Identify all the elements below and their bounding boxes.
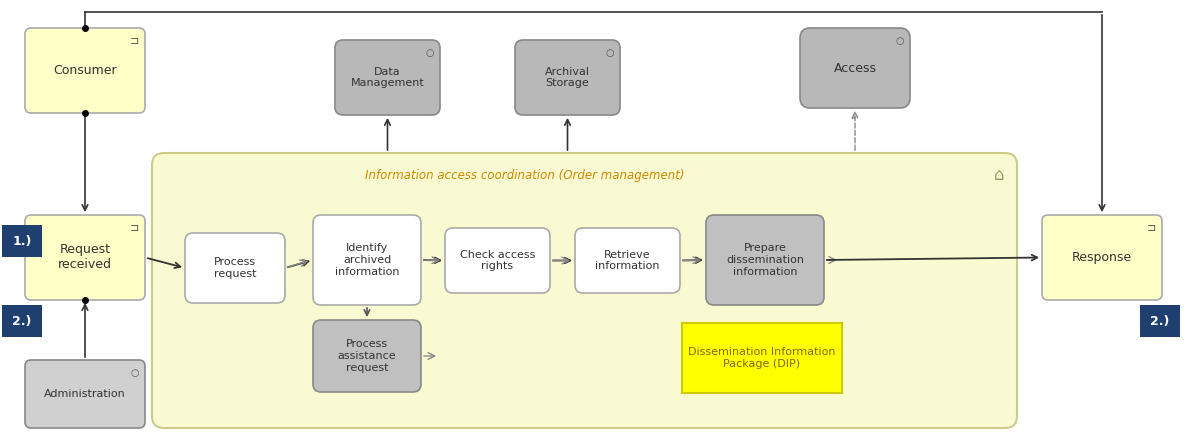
- Text: Archival
Storage: Archival Storage: [545, 67, 590, 88]
- Text: ⌂: ⌂: [994, 166, 1004, 184]
- FancyBboxPatch shape: [800, 28, 910, 108]
- Bar: [683, 323, 842, 393]
- Text: Data
Management: Data Management: [350, 67, 425, 88]
- Bar: [1140, 305, 1180, 337]
- FancyBboxPatch shape: [25, 215, 145, 300]
- Text: ⊐: ⊐: [129, 223, 139, 233]
- Text: Information access coordination (Order management): Information access coordination (Order m…: [364, 168, 684, 182]
- FancyBboxPatch shape: [25, 360, 145, 428]
- Text: ⊐: ⊐: [129, 36, 139, 46]
- Text: Process
request: Process request: [214, 257, 256, 279]
- Text: ⊐: ⊐: [1147, 223, 1156, 233]
- Text: ○: ○: [131, 368, 139, 378]
- FancyBboxPatch shape: [185, 233, 285, 303]
- Text: Response: Response: [1072, 251, 1132, 264]
- Text: Dissemination Information
Package (DIP): Dissemination Information Package (DIP): [688, 347, 836, 369]
- FancyBboxPatch shape: [445, 228, 550, 293]
- FancyBboxPatch shape: [152, 153, 1017, 428]
- Text: ○: ○: [895, 36, 904, 46]
- Text: 2.): 2.): [12, 314, 32, 328]
- Bar: [2, 305, 42, 337]
- Text: Identify
archived
information: Identify archived information: [335, 243, 399, 277]
- Text: Administration: Administration: [44, 389, 126, 399]
- FancyBboxPatch shape: [575, 228, 680, 293]
- Text: Prepare
dissemination
information: Prepare dissemination information: [726, 243, 804, 277]
- Text: Consumer: Consumer: [53, 64, 116, 77]
- FancyBboxPatch shape: [335, 40, 440, 115]
- Text: Access: Access: [833, 61, 876, 75]
- Text: Check access
rights: Check access rights: [459, 250, 535, 271]
- FancyBboxPatch shape: [1042, 215, 1162, 300]
- Text: Retrieve
information: Retrieve information: [595, 250, 660, 271]
- Bar: [2, 225, 42, 257]
- FancyBboxPatch shape: [25, 28, 145, 113]
- Text: 2.): 2.): [1150, 314, 1169, 328]
- Text: ○: ○: [425, 48, 434, 58]
- Text: Request
received: Request received: [58, 243, 112, 272]
- FancyBboxPatch shape: [313, 320, 421, 392]
- FancyBboxPatch shape: [706, 215, 824, 305]
- Text: Process
assistance
request: Process assistance request: [337, 340, 396, 373]
- Text: ○: ○: [605, 48, 614, 58]
- FancyBboxPatch shape: [313, 215, 421, 305]
- FancyBboxPatch shape: [515, 40, 620, 115]
- Text: 1.): 1.): [12, 235, 32, 247]
